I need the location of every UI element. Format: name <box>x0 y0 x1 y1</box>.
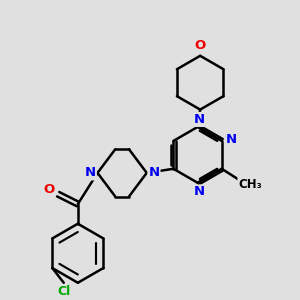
Text: N: N <box>194 113 205 126</box>
Text: N: N <box>225 133 236 146</box>
Text: N: N <box>194 185 205 198</box>
Text: N: N <box>85 167 96 179</box>
Text: O: O <box>44 183 55 196</box>
Text: CH₃: CH₃ <box>238 178 262 191</box>
Text: Cl: Cl <box>58 285 71 298</box>
Text: O: O <box>195 40 206 52</box>
Text: N: N <box>148 167 160 179</box>
